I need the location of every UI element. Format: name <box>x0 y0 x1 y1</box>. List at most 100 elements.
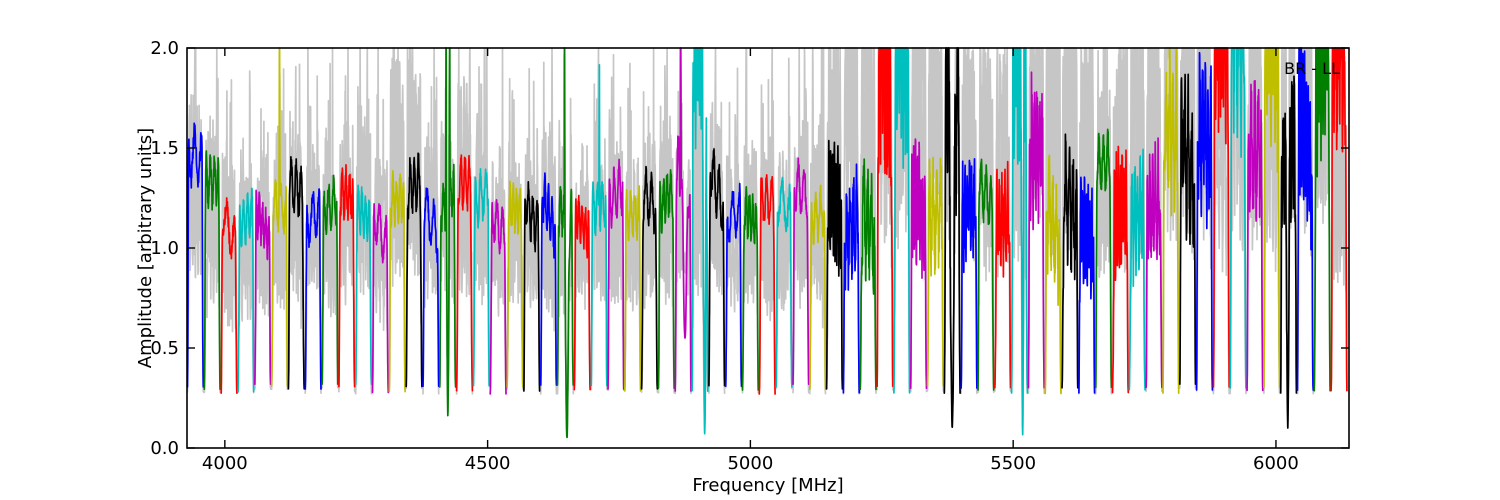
spectrum-trace-r <box>1111 145 1130 394</box>
spectrum-trace-c <box>472 167 491 387</box>
spectrum-trace-c <box>354 184 373 385</box>
gray-trace <box>539 61 558 395</box>
spectrum-trace-g <box>1094 128 1113 389</box>
gray-trace <box>724 101 743 386</box>
axis-ticks-layer <box>187 47 1349 449</box>
spectrum-trace-k <box>640 165 659 390</box>
x-tick-label: 5000 <box>727 453 773 474</box>
gray-trace <box>253 120 272 391</box>
spectrum-trace-r <box>993 160 1012 389</box>
spectrum-trace-g <box>556 47 575 439</box>
spectrum-trace-r <box>338 164 356 388</box>
spectrum-trace-m <box>1145 137 1163 389</box>
x-tick-label: 4000 <box>202 453 248 474</box>
baseline-annotation: BR - LL <box>1284 59 1340 78</box>
gray-trace <box>825 47 844 389</box>
gray-trace <box>321 62 339 388</box>
spectrum-trace-y <box>1044 154 1062 395</box>
gray-trace <box>1229 47 1247 395</box>
spectrum-trace-b <box>960 158 978 389</box>
spectrum-trace-k <box>1279 75 1298 429</box>
spectrum-trace-m <box>607 158 625 390</box>
spectrum-trace-c <box>1128 148 1146 391</box>
spectrum-trace-y <box>1162 47 1180 394</box>
x-tick-label: 5500 <box>990 453 1036 474</box>
gray-trace <box>388 83 406 391</box>
y-tick-label: 0.0 <box>150 438 179 459</box>
spectrum-trace-r <box>1330 47 1348 392</box>
spectrum-trace-k <box>825 139 844 390</box>
spectrum-trace-k <box>523 181 541 392</box>
spectrum-trace-g <box>657 169 676 389</box>
spectrum-trace-m <box>909 138 928 390</box>
spectrum-trace-k <box>287 155 306 390</box>
spectrum-trace-b <box>186 122 205 388</box>
spectrum-trace-k <box>1061 133 1079 389</box>
spectrum-trace-y <box>506 180 524 388</box>
spectrum-trace-b <box>1078 176 1096 394</box>
y-tick-label: 2.0 <box>150 38 179 59</box>
spectrum-trace-r <box>573 194 591 391</box>
spectrum-trace-r <box>220 197 238 394</box>
spectrum-trace-r <box>758 174 776 395</box>
spectrum-trace-g <box>203 150 221 391</box>
spectrum-trace-b <box>304 188 322 390</box>
gray-trace <box>573 145 591 386</box>
spectrum-trace-g <box>741 186 760 391</box>
y-axis-label: Amplitude [arbitrary units] <box>135 128 156 368</box>
y-tick-label: 1.0 <box>150 238 179 259</box>
spectrum-trace-c <box>237 187 255 393</box>
gray-trace <box>186 104 205 393</box>
spectrum-trace-k <box>1178 73 1197 385</box>
y-tick-label: 0.5 <box>150 338 179 359</box>
spectrum-trace-m <box>1027 71 1046 389</box>
spectrum-trace-y <box>623 185 642 392</box>
gray-trace <box>338 124 356 388</box>
spectrum-trace-g <box>859 158 877 391</box>
gray-trace <box>1078 64 1096 395</box>
spectrum-trace-c <box>775 176 793 388</box>
gray-trace <box>708 101 726 388</box>
gray-trace <box>455 47 474 385</box>
spectrum-trace-y <box>808 184 827 390</box>
spectrum-trace-c <box>1010 47 1029 436</box>
spectrum-trace-b <box>1195 51 1214 391</box>
spectrum-trace-g <box>438 47 457 417</box>
spectrum-trace-c <box>893 47 911 394</box>
spectrum-trace-m <box>371 203 390 394</box>
gray-trace <box>607 53 625 386</box>
spectrum-trace-y <box>270 47 289 387</box>
gray-trace <box>371 152 390 389</box>
spectrum-trace-c <box>590 63 608 387</box>
gray-trace <box>506 98 524 386</box>
spectrum-trace-b <box>1296 47 1315 391</box>
spectrum-trace-k <box>405 152 423 388</box>
spectrum-trace-y <box>926 156 945 387</box>
spectrum-trace-b <box>422 187 440 388</box>
spectrum-trace-m <box>674 47 692 392</box>
x-axis-label: Frequency [MHz] <box>692 475 843 496</box>
x-tick-label: 6000 <box>1253 453 1299 474</box>
gray-trace <box>489 145 507 385</box>
y-tick-label: 1.5 <box>150 138 179 159</box>
gray-trace <box>775 115 793 390</box>
spectrum-trace-m <box>253 189 272 386</box>
gray-trace <box>977 47 995 394</box>
spectrum-trace-m <box>1246 79 1264 392</box>
spectrum-trace-y <box>388 169 406 393</box>
gray-trace <box>808 47 827 395</box>
gray-trace <box>1094 47 1113 395</box>
spectrum-trace-b <box>724 182 743 388</box>
spectrum-trace-k <box>708 148 726 387</box>
axis-tick-labels-layer: 4000 4500 5000 5500 6000 0.0 0.5 1.0 1.5 2.0 <box>150 38 1298 474</box>
spectrum-trace-m <box>792 157 810 386</box>
spectrum-trace-g <box>977 158 995 391</box>
spectrum-trace-b <box>539 172 558 386</box>
x-tick-label: 4500 <box>465 453 511 474</box>
spectrum-trace-b <box>842 163 861 394</box>
gray-trace <box>287 141 306 388</box>
spectrum-trace-r <box>455 154 474 392</box>
spectrum-trace-g <box>321 174 339 385</box>
spectrum-trace-m <box>489 198 507 395</box>
